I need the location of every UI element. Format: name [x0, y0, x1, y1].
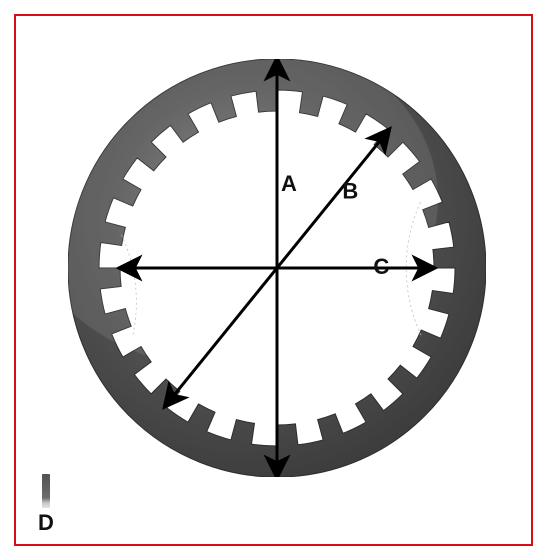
dimension-label-a: A	[281, 171, 297, 196]
diagram-frame: A B C D	[14, 14, 533, 546]
dimension-label-b: B	[342, 179, 358, 204]
thickness-bar-icon	[42, 474, 50, 508]
dimension-label-d: D	[26, 512, 66, 534]
plate-highlight	[68, 59, 438, 369]
clutch-plate-diagram: A B C	[68, 59, 486, 477]
thickness-indicator: D	[26, 474, 66, 534]
dimension-label-c: C	[373, 254, 389, 279]
